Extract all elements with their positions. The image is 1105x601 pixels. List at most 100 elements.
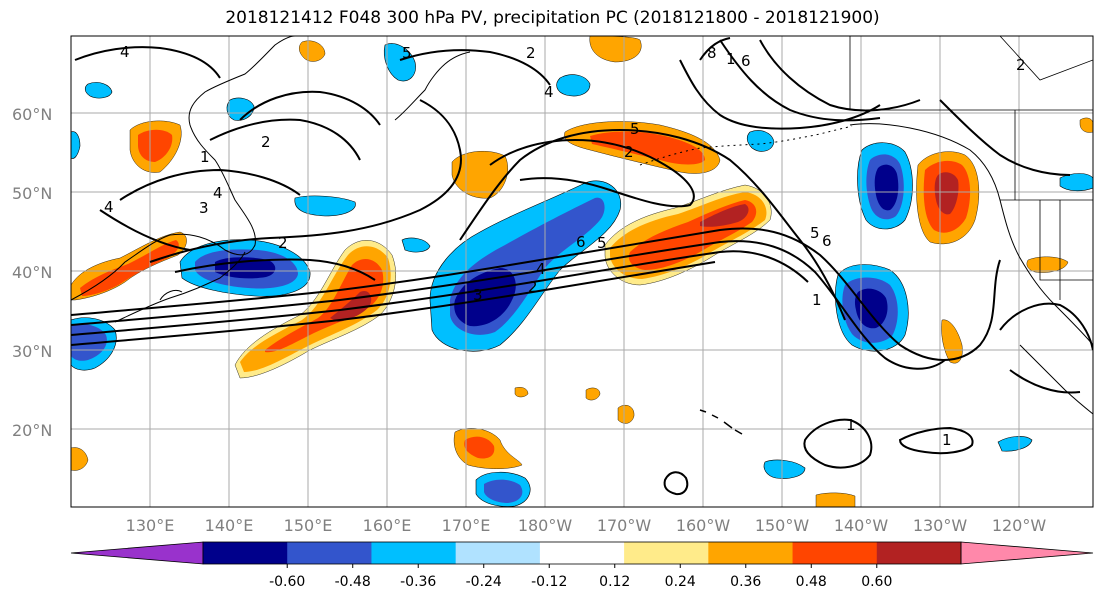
contour-label: 5 [810,224,820,242]
lon-label: 160°W [676,516,731,535]
political-boundaries [849,36,1093,300]
positive-anomaly [815,492,856,507]
colorbar-segment [287,542,372,564]
lat-label: 30°N [12,342,52,361]
contour-label: 2 [278,234,288,252]
colorbar-extend-max [960,541,1094,565]
colorbar-tick-label: -0.60 [269,574,305,590]
japan-coastline [114,251,246,323]
map-frame [70,35,1094,508]
positive-anomaly [80,240,179,296]
colorbar-tick-label: 0.60 [861,574,892,590]
positive-anomaly [941,319,963,364]
contour-label: 2 [526,44,536,62]
positive-anomaly [138,129,173,162]
negative-anomaly [84,82,113,99]
contour-label: 2 [624,143,634,161]
negative-anomaly [746,130,775,152]
lon-label: 120°W [992,516,1047,535]
contour-label: 1 [200,148,210,166]
lon-label: 130°W [913,516,968,535]
contour-label: 2 [261,133,271,151]
negative-anomaly [71,131,81,159]
lon-label: 180°W [518,516,573,535]
negative-anomaly [874,164,899,211]
north-america-coastline [1019,344,1093,415]
positive-anomaly [265,258,384,353]
colorbar-segment [539,542,625,564]
positive-anomaly [330,290,372,322]
positive-anomaly [585,387,601,401]
colorbar-segment [792,542,878,564]
pv-contours [71,37,1093,496]
positive-anomaly [514,387,529,398]
lon-label: 140°E [205,516,254,535]
contour-label: 5 [597,234,607,252]
contour-label: 3 [199,199,209,217]
contour-label: 5 [402,44,412,62]
contour-label: 5 [630,120,640,138]
pv-contour-labels: 4 5 2 4 8 1 6 2 1 4 3 4 2 5 2 6 5 4 3 2 … [104,43,1026,449]
latitude-labels: 60°N 50°N 40°N 30°N 20°N [12,105,52,440]
kamchatka-coastline [394,51,471,121]
negative-anomaly [556,74,591,97]
negative-anomaly [854,288,888,329]
lat-label: 60°N [12,105,52,124]
positive-anomaly [299,40,326,62]
positive-anomaly [700,204,749,227]
positive-anomaly [71,447,89,471]
contour-label: 1 [812,291,822,309]
contour-label: 6 [741,52,751,70]
colorbar-tick-label: -0.12 [531,574,567,590]
positive-anomaly [617,405,635,424]
colorbar-segment [708,542,794,564]
colorbar-extend-min [70,541,204,565]
contour-label: 2 [528,278,538,296]
lon-label: 170°E [442,516,491,535]
negative-anomaly [401,237,431,253]
colorbar-segment [455,542,541,564]
hawaiian-islands [699,409,743,435]
contour-label: 4 [536,260,546,278]
negative-anomaly [763,459,806,479]
lon-label: 140°W [834,516,889,535]
negative-anomaly [1059,173,1093,192]
contour-label: 3 [473,286,483,304]
contour-label: 1 [846,416,856,434]
contour-label: 4 [544,83,554,101]
positive-anomaly [590,131,705,165]
colorbar-tick-label: 0.48 [796,574,827,590]
contour-label: 8 [707,44,717,62]
negative-anomaly [997,436,1033,452]
negative-anomaly [294,195,356,217]
contour-label: 6 [822,232,832,250]
contour-label: 4 [213,184,223,202]
lon-label: 170°W [597,516,652,535]
colorbar-segment [876,542,962,564]
contour-label: 4 [104,198,114,216]
colorbar-tick-label: -0.36 [400,574,436,590]
lat-label: 40°N [12,263,52,282]
colorbar-tick-label: -0.24 [466,574,502,590]
colorbar-tick-label: 0.36 [730,574,761,590]
contour-label: 2 [1016,56,1026,74]
precipitation-shading [71,36,1093,507]
colorbar-tick-label: 0.12 [599,574,630,590]
colorbar-segment [203,542,288,564]
positive-anomaly [464,436,495,459]
longitude-labels: 130°E 140°E 150°E 160°E 170°E 180°W 170°… [126,516,1047,535]
colorbar-frame [202,541,962,565]
map-title: 2018121412 F048 300 hPa PV, precipitatio… [225,8,880,28]
positive-anomaly [1079,117,1093,133]
lon-label: 150°E [284,516,333,535]
negative-anomaly [484,479,523,503]
lat-label: 50°N [12,184,52,203]
contour-label: 6 [576,233,586,251]
lat-label: 20°N [12,421,52,440]
colorbar: -0.60 -0.48 -0.36 -0.24 -0.12 0.12 0.24 0.36 0.4… [70,541,1094,590]
colorbar-segment [371,542,457,564]
contour-label: 1 [726,50,736,68]
lon-label: 160°E [363,516,412,535]
lon-label: 130°E [126,516,175,535]
